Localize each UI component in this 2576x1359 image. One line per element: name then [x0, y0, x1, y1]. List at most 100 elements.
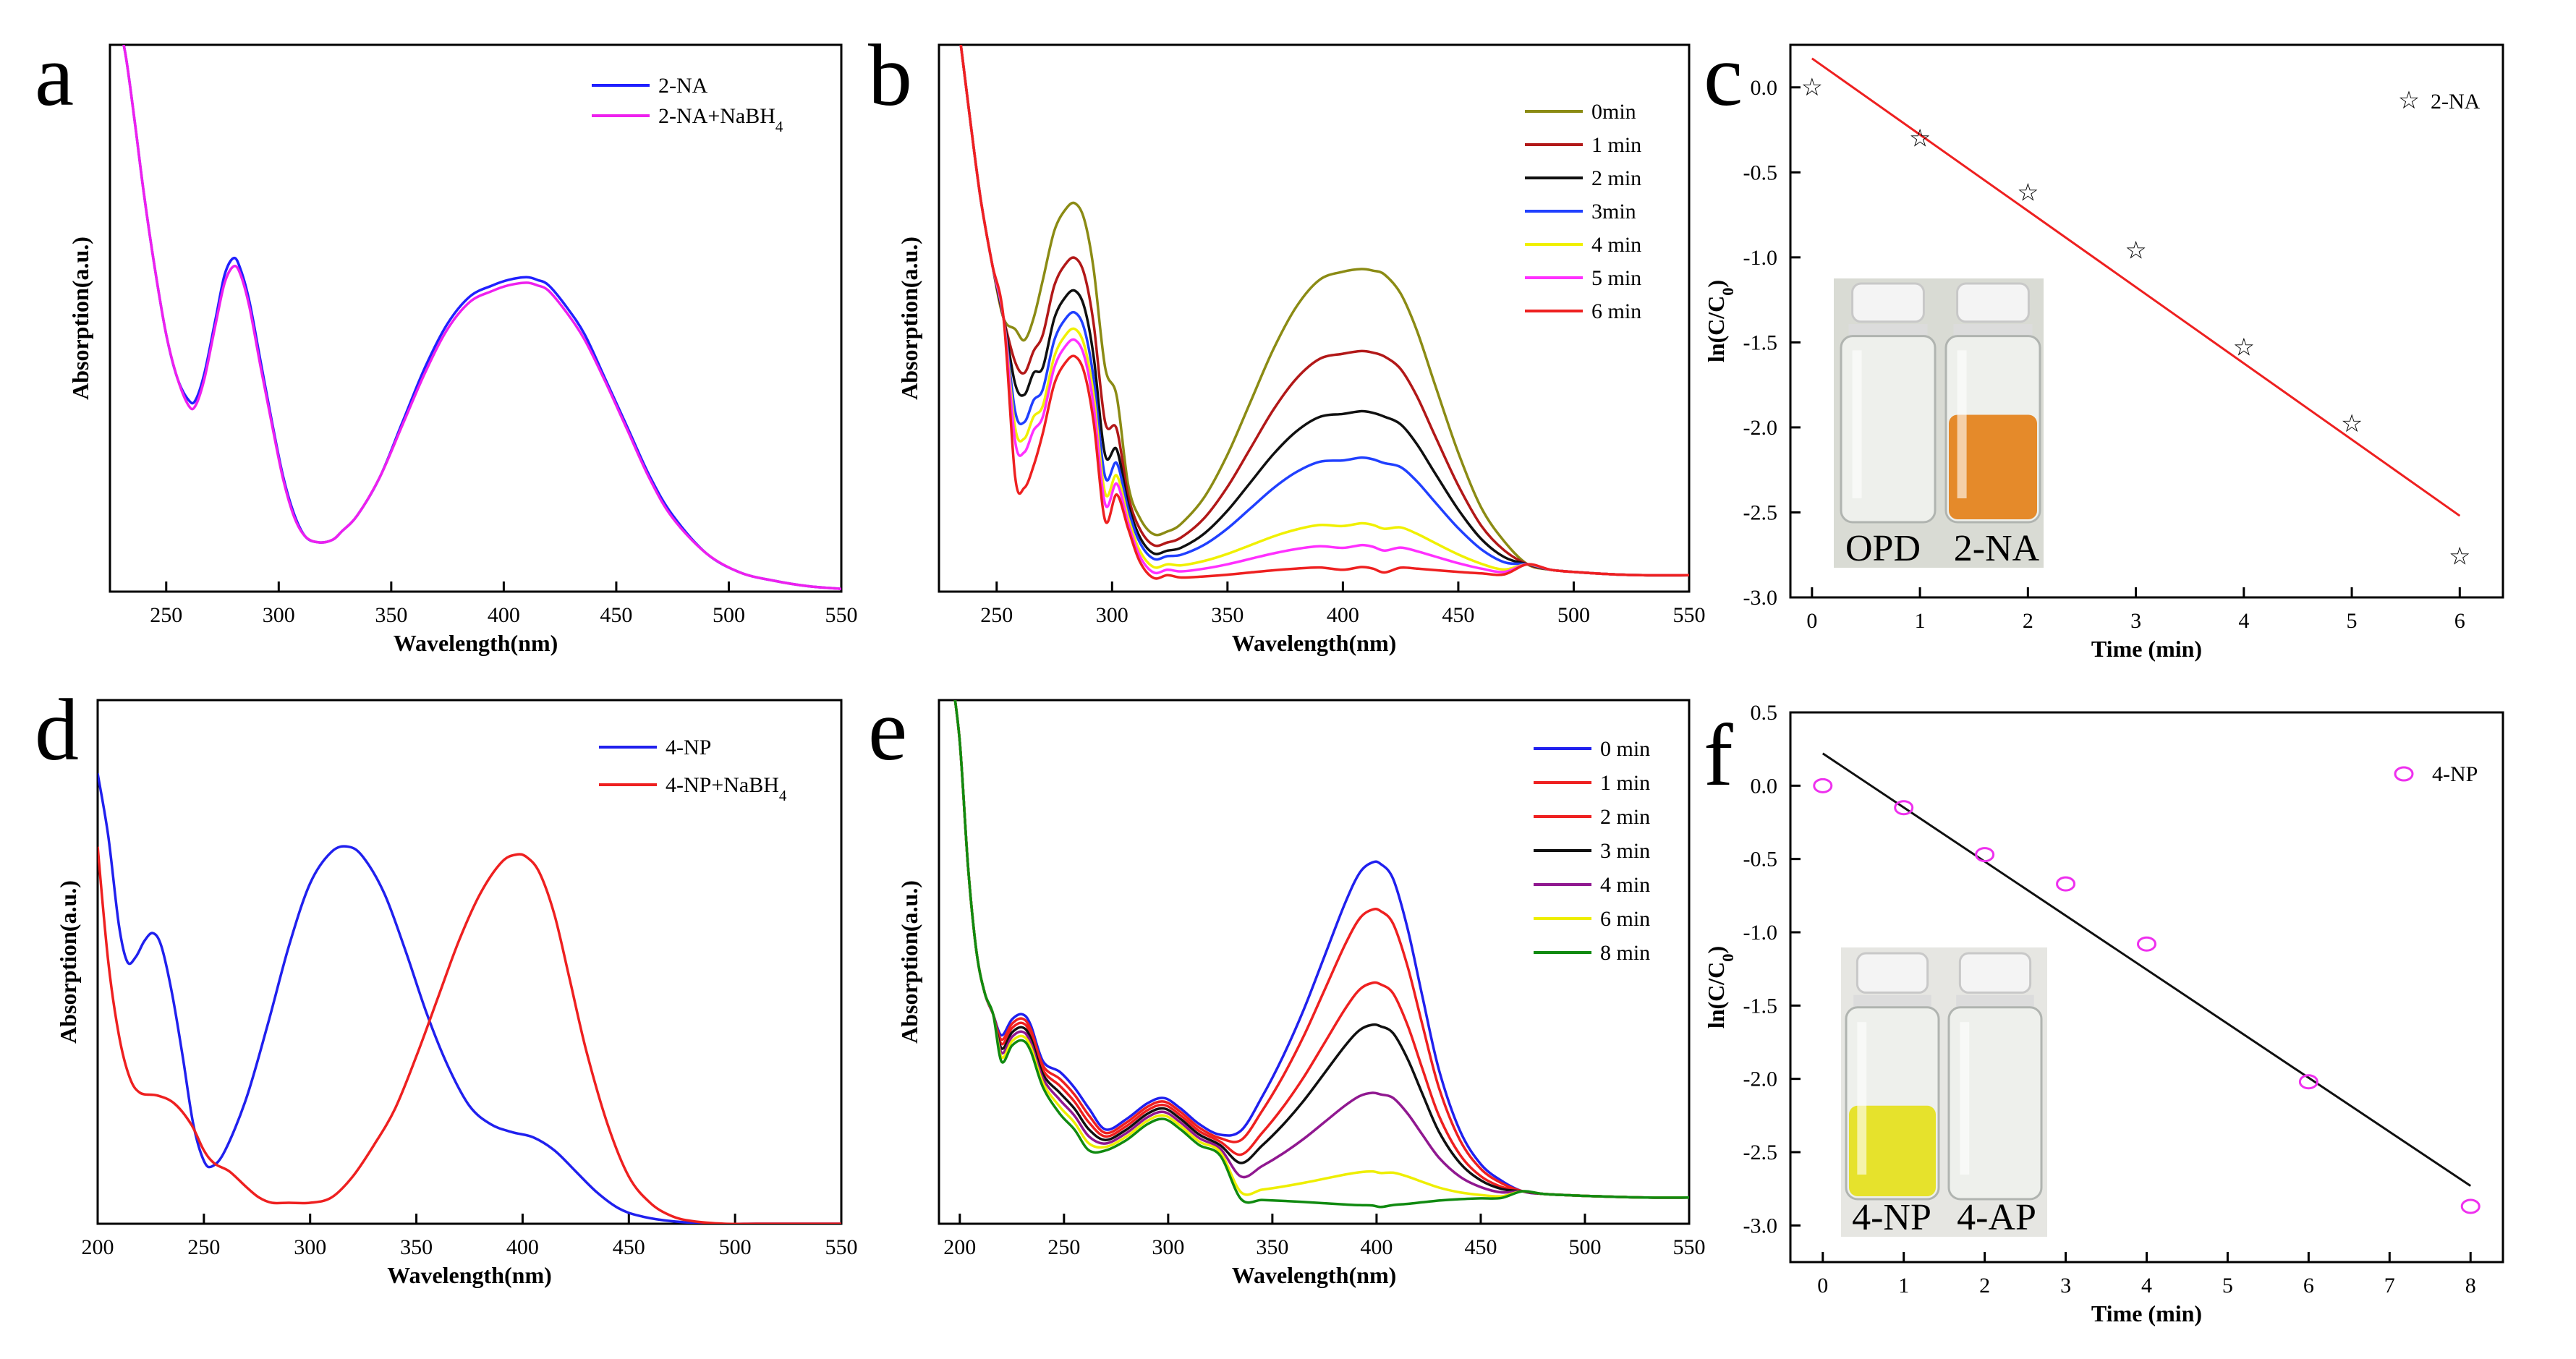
- y-tick-label: -3.0: [1743, 586, 1778, 610]
- vial-highlight: [1960, 1022, 1970, 1175]
- vial-cap: [1851, 282, 1925, 323]
- legend-label: 4-NP: [666, 736, 711, 759]
- panel-e: e 200 250 300 350 400 450 500 550 Wavelength(nm) A…: [868, 681, 1706, 1288]
- panel-label-b: b: [868, 27, 912, 124]
- data-point: ☆: [1909, 125, 1931, 152]
- vial-highlight: [1957, 350, 1967, 498]
- y-tick-label: -2.0: [1743, 1068, 1778, 1091]
- legend-label: 6 min: [1591, 299, 1641, 323]
- x-tick-label: 8: [2465, 1274, 2476, 1298]
- legend-label: 6 min: [1600, 907, 1650, 931]
- y-tick-label: -1.0: [1743, 921, 1778, 945]
- data-point: [1975, 847, 1995, 863]
- y-tick-label: -0.5: [1743, 848, 1778, 872]
- series-line: [953, 700, 1689, 1199]
- x-axis-title: Time (min): [2091, 1300, 2202, 1326]
- vial-cap: [1856, 952, 1929, 994]
- x-tick-label: 400: [506, 1235, 539, 1259]
- x-tick-label: 250: [1047, 1235, 1080, 1259]
- inset-label-2na: 2-NA: [1954, 528, 2040, 569]
- data-point: ☆: [2125, 237, 2146, 264]
- axes-frame: [938, 699, 1691, 1225]
- y-tick-label: -1.5: [1743, 994, 1778, 1018]
- y-tick-label: -2.0: [1743, 416, 1778, 440]
- y-axis-title: Absorption(a.u.): [896, 237, 922, 400]
- inset-photo: 4-NP 4-AP: [1841, 947, 2047, 1238]
- x-tick-label: 500: [719, 1235, 752, 1259]
- x-tick-label: 300: [1152, 1235, 1184, 1259]
- legend-label: 2-NA: [2431, 90, 2481, 114]
- series-line: [953, 700, 1689, 1199]
- data-point: ☆: [1801, 74, 1823, 101]
- x-tick-label: 550: [825, 603, 858, 627]
- x-tick-label: 2: [2023, 609, 2033, 633]
- legend-label: 4 min: [1600, 873, 1650, 897]
- legend-label: 1 min: [1591, 133, 1641, 157]
- panel-d: d 200 250 300 350 400 450 500 550 Wavelength(nm) A…: [35, 681, 858, 1288]
- panel-label-a: a: [35, 27, 74, 124]
- vial-body: [1840, 335, 1937, 524]
- panel-label-f: f: [1704, 707, 1733, 804]
- data-point: [2460, 1198, 2481, 1214]
- axes-frame: [938, 43, 1691, 593]
- y-axis-title: Absorption(a.u.): [896, 880, 922, 1044]
- axes-frame: [1789, 43, 2504, 599]
- x-tick-label: 450: [1464, 1235, 1497, 1259]
- series-line: [959, 45, 1689, 577]
- x-tick-label: 550: [1673, 603, 1706, 627]
- data-point: [1813, 778, 1833, 793]
- legend-label: 3 min: [1600, 839, 1650, 863]
- y-tick-label: -2.5: [1743, 500, 1778, 524]
- y-tick-label: 0.0: [1751, 76, 1778, 100]
- x-tick-label: 6: [2303, 1274, 2314, 1298]
- y-tick-label: -2.5: [1743, 1141, 1778, 1164]
- legend-label: 0min: [1591, 100, 1636, 124]
- data-point: ☆: [2449, 544, 2470, 571]
- panel-label-d: d: [35, 681, 79, 779]
- x-tick-label: 7: [2384, 1274, 2395, 1298]
- vial-4ap: [1947, 952, 2043, 1201]
- legend-label: 4-NP+NaBH4: [666, 773, 787, 804]
- legend-marker: ☆: [2398, 88, 2420, 114]
- x-tick-label: 1: [1898, 1274, 1909, 1298]
- data-point: [2137, 936, 2156, 952]
- vial-cap: [1958, 952, 2032, 994]
- series-line: [953, 700, 1689, 1199]
- series-line: [953, 700, 1689, 1199]
- y-axis-title: ln(C/C0): [1703, 946, 1737, 1028]
- series-line-4-np-nabh4: [98, 846, 841, 1224]
- y-axis-title: Absorption(a.u.): [55, 880, 81, 1044]
- x-tick-label: 250: [187, 1235, 220, 1259]
- legend-label: 1 min: [1600, 771, 1650, 795]
- y-axis-title: ln(C/C0): [1703, 280, 1737, 362]
- x-tick-label: 450: [600, 603, 632, 627]
- x-tick-label: 6: [2454, 609, 2465, 633]
- vial-neck: [1953, 324, 2033, 336]
- panel-label-c: c: [1704, 27, 1743, 124]
- x-tick-label: 550: [1673, 1235, 1706, 1259]
- series-line: [953, 700, 1689, 1199]
- y-tick-label: -3.0: [1743, 1214, 1778, 1237]
- vial-neck: [1848, 324, 1928, 336]
- vial-body: [1947, 1006, 2043, 1201]
- vial-liquid: [1949, 414, 2037, 519]
- y-axis-title: Absorption(a.u.): [67, 237, 93, 400]
- x-tick-label: 300: [1096, 603, 1128, 627]
- data-point: ☆: [2017, 180, 2039, 207]
- x-tick-label: 1: [1915, 609, 1926, 633]
- panel-b: b 250 300 350 400 450 500 550 Wavelength(nm) Abso…: [868, 27, 1706, 656]
- inset-label-4ap: 4-AP: [1957, 1197, 2036, 1238]
- data-point: [1894, 800, 1914, 816]
- y-tick-label: -0.5: [1743, 161, 1778, 184]
- x-tick-label: 5: [2222, 1274, 2233, 1298]
- x-tick-label: 550: [825, 1235, 858, 1259]
- vial-highlight: [1852, 350, 1862, 498]
- series-line: [959, 45, 1689, 577]
- series-line-2-na-nabh4: [122, 45, 841, 590]
- data-point: ☆: [2233, 334, 2255, 361]
- legend-label: 8 min: [1600, 941, 1650, 965]
- axes-frame: [109, 43, 843, 593]
- x-axis-title: Wavelength(nm): [1232, 630, 1397, 656]
- x-tick-label: 3: [2060, 1274, 2071, 1298]
